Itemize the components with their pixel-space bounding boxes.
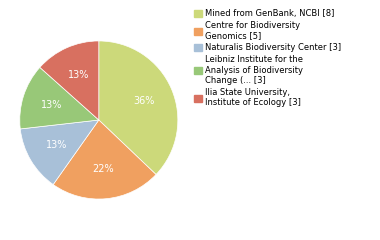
Wedge shape xyxy=(40,41,99,120)
Legend: Mined from GenBank, NCBI [8], Centre for Biodiversity
Genomics [5], Naturalis Bi: Mined from GenBank, NCBI [8], Centre for… xyxy=(194,9,341,107)
Wedge shape xyxy=(20,120,99,185)
Wedge shape xyxy=(99,41,178,174)
Text: 13%: 13% xyxy=(41,100,63,110)
Text: 13%: 13% xyxy=(68,70,89,80)
Text: 36%: 36% xyxy=(133,96,155,106)
Text: 13%: 13% xyxy=(46,140,67,150)
Wedge shape xyxy=(20,67,99,129)
Text: 22%: 22% xyxy=(93,164,114,174)
Wedge shape xyxy=(53,120,156,199)
